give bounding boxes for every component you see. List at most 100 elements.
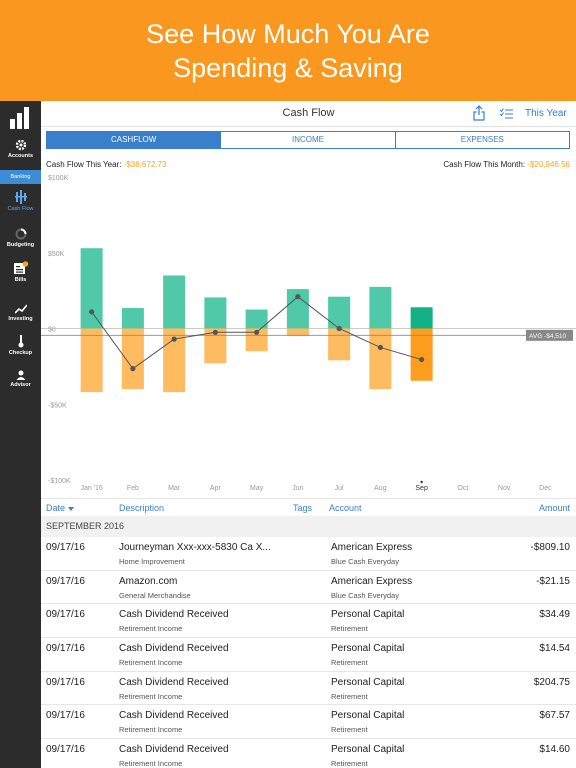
row-account: Personal Capital	[331, 609, 405, 621]
row-category: Retirement Income	[119, 725, 183, 735]
sidebar-item-label: Accounts	[7, 153, 34, 159]
sidebar-item-label: Investing	[8, 316, 33, 322]
sidebar-item-label: Advisor	[10, 382, 31, 388]
net-point	[130, 366, 136, 372]
expense-bar	[245, 328, 268, 352]
row-account-sub: Blue Cash Everyday	[331, 557, 399, 566]
checklist-icon[interactable]	[500, 108, 513, 119]
net-point	[377, 344, 383, 351]
sidebar-item-banking[interactable]: Banking	[0, 170, 41, 184]
column-account[interactable]: Account	[329, 503, 362, 513]
sidebar-item-budgeting[interactable]: Budgeting	[0, 228, 41, 248]
net-point	[419, 356, 425, 363]
app-logo-icon[interactable]	[10, 107, 30, 129]
row-date: 09/17/16	[46, 744, 85, 756]
row-account: American Express	[331, 575, 413, 587]
x-tick-label: Apr	[210, 485, 222, 492]
row-description: Journeyman Xxx-xxx-5830 Ca X...	[119, 542, 271, 553]
row-account: Personal Capital	[331, 676, 405, 688]
table-row[interactable]: 09/17/16 Cash Dividend Received Retirement…	[41, 604, 576, 639]
page-title: Cash Flow	[282, 107, 335, 119]
gear-icon	[15, 139, 26, 151]
row-account: Personal Capital	[331, 710, 405, 722]
row-amount: $14.54	[539, 643, 570, 655]
sidebar-item-accounts[interactable]: Accounts	[0, 139, 41, 159]
y-tick-label: -$100K	[48, 478, 71, 485]
sidebar-item-cash-flow[interactable]: Cash Flow	[0, 190, 41, 212]
row-date: 09/17/16	[46, 643, 85, 655]
period-selector[interactable]: This Year	[525, 108, 567, 119]
cash-flow-year-value: -$38,672.73	[123, 160, 167, 169]
row-account-sub: Retirement	[331, 658, 368, 668]
row-category: Home Improvement	[119, 557, 185, 566]
column-amount[interactable]: Amount	[538, 503, 570, 513]
net-point	[89, 309, 95, 315]
cash-flow-chart: $100K $50K $0 -$50K -$100K AVG -$4,510 Jan '16…	[41, 175, 576, 492]
sidebar: Accounts Banking Cash Flow Budgeting Bil…	[0, 101, 41, 768]
y-tick-label: $0	[48, 327, 56, 334]
net-point	[212, 329, 218, 335]
sidebar-item-advisor[interactable]: Advisor	[0, 370, 41, 388]
row-category: Retirement Income	[119, 691, 183, 701]
income-bar	[163, 275, 186, 329]
sidebar-item-bills[interactable]: Bills	[0, 261, 41, 283]
average-badge	[526, 329, 573, 341]
tab-expenses[interactable]: EXPENSES	[394, 132, 569, 148]
column-description[interactable]: Description	[119, 503, 165, 513]
row-date: 09/17/16	[46, 710, 85, 722]
table-row[interactable]: 09/17/16 Cash Dividend Received Retirement…	[41, 672, 576, 706]
x-tick-label: May	[250, 485, 264, 492]
row-account-sub: Blue Cash Everyday	[331, 590, 399, 600]
expense-bar	[121, 328, 144, 390]
row-description: Cash Dividend Received	[119, 710, 229, 722]
cash-flow-month-label: Cash Flow This Month:	[443, 160, 526, 169]
x-tick-label: Oct	[457, 485, 468, 492]
table-row[interactable]: 09/17/16 Journeyman Xxx-xxx-5830 Ca X... H…	[41, 537, 576, 571]
transactions-list: 09/17/16 Journeyman Xxx-xxx-5830 Ca X... H…	[41, 537, 576, 768]
table-row[interactable]: 09/17/16 Amazon.com General Merchandise Ame…	[41, 571, 576, 605]
income-bar	[204, 297, 227, 329]
row-account-sub: Retirement	[331, 725, 368, 735]
expense-bar	[328, 328, 351, 361]
expense-bar	[204, 328, 227, 364]
row-date: 09/17/16	[46, 542, 85, 553]
row-date: 09/17/16	[46, 676, 85, 688]
row-account-sub: Retirement	[331, 759, 368, 768]
tab-income[interactable]: INCOME	[220, 132, 394, 148]
row-date: 09/17/16	[46, 575, 85, 587]
investing-icon	[14, 304, 27, 314]
banner-line-2: Spending & Saving	[173, 53, 403, 83]
y-tick-label: $100K	[48, 175, 69, 182]
row-description: Cash Dividend Received	[119, 676, 229, 688]
view-tabs: CASHFLOW INCOME EXPENSES	[46, 131, 570, 149]
sidebar-item-investing[interactable]: Investing	[0, 304, 41, 322]
row-account: Personal Capital	[331, 744, 405, 756]
transactions-header: Date Description Tags Account Amount	[41, 498, 576, 516]
column-date[interactable]: Date	[46, 503, 75, 513]
x-tick-label: Jan '16	[80, 485, 102, 492]
cash-flow-year: Cash Flow This Year: -$38,672.73	[46, 160, 166, 169]
x-tick-label: Jun	[292, 485, 303, 492]
sidebar-item-label: Bills	[14, 277, 27, 283]
net-point	[254, 329, 260, 335]
tab-cashflow[interactable]: CASHFLOW	[47, 132, 221, 148]
row-amount: -$809.10	[530, 542, 570, 553]
bills-icon	[13, 261, 28, 274]
sidebar-item-checkup[interactable]: Checkup	[0, 335, 41, 356]
income-bar	[121, 308, 144, 329]
banner-line-1: See How Much You Are	[146, 19, 430, 49]
row-account-sub: Retirement	[331, 691, 368, 701]
table-row[interactable]: 09/17/16 Cash Dividend Received Retirement…	[41, 705, 576, 740]
net-point	[171, 336, 177, 342]
expense-bar	[410, 328, 433, 381]
share-icon[interactable]	[473, 105, 485, 121]
top-bar: Cash Flow This Year	[41, 101, 576, 127]
table-row[interactable]: 09/17/16 Cash Dividend Received Retirement…	[41, 638, 576, 672]
table-row[interactable]: 09/17/16 Cash Dividend Received Retirement…	[41, 739, 576, 768]
current-month-dot	[420, 480, 423, 484]
row-category: General Merchandise	[119, 590, 191, 600]
thermometer-icon	[18, 335, 23, 348]
column-tags[interactable]: Tags	[293, 503, 313, 513]
cash-flow-year-label: Cash Flow This Year:	[46, 160, 122, 169]
row-date: 09/17/16	[46, 609, 85, 621]
